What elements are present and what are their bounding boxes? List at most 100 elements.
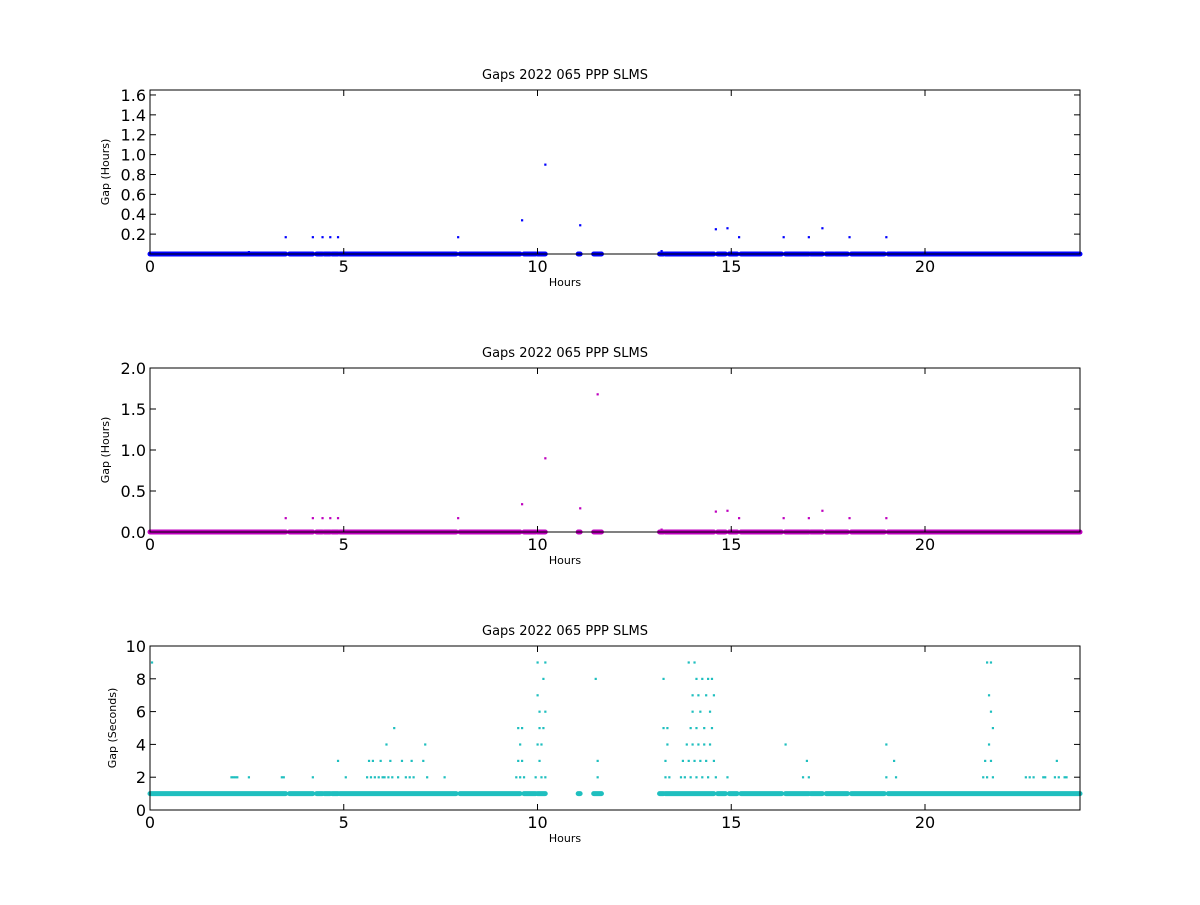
data-point bbox=[885, 517, 888, 520]
data-point bbox=[544, 163, 547, 166]
data-point bbox=[379, 759, 382, 762]
data-point bbox=[596, 393, 599, 396]
data-point bbox=[664, 776, 667, 779]
data-point bbox=[807, 517, 810, 520]
data-point bbox=[991, 776, 995, 779]
x-tick-label: 10 bbox=[527, 257, 547, 276]
data-point bbox=[987, 743, 991, 746]
data-point bbox=[519, 776, 522, 779]
x-tick-label: 0 bbox=[145, 535, 155, 554]
data-point bbox=[679, 776, 683, 779]
data-point bbox=[1042, 776, 1045, 779]
y-tick-label: 10 bbox=[126, 637, 146, 656]
data-point bbox=[1053, 776, 1057, 779]
data-point bbox=[457, 236, 460, 239]
data-point bbox=[443, 776, 446, 779]
data-point bbox=[801, 776, 805, 779]
data-point bbox=[703, 743, 706, 746]
data-point bbox=[662, 677, 665, 680]
chart-panel-3: 0 5 10 15 20 0 2 4 6 8 10 Gaps 2022 065 PPP SLMS Hou… bbox=[106, 624, 1083, 845]
data-point bbox=[540, 743, 543, 746]
data-point bbox=[701, 677, 704, 680]
data-point bbox=[986, 661, 989, 664]
y-tick-label: 0.4 bbox=[121, 205, 146, 224]
data-point bbox=[536, 743, 539, 746]
data-point bbox=[666, 743, 669, 746]
y-tick-label: 0.8 bbox=[121, 165, 146, 184]
plot-frame bbox=[149, 367, 1081, 533]
data-point bbox=[691, 694, 694, 697]
data-point bbox=[685, 743, 688, 746]
data-point bbox=[391, 776, 394, 779]
x-axis-label: Hours bbox=[549, 554, 581, 567]
data-point bbox=[712, 694, 716, 697]
data-point bbox=[986, 776, 989, 779]
data-point bbox=[848, 236, 851, 239]
y-tick-label: 1.2 bbox=[121, 126, 146, 145]
data-point bbox=[397, 776, 400, 779]
data-point bbox=[387, 776, 390, 779]
y-tick-label: 2.0 bbox=[121, 359, 146, 378]
data-point bbox=[662, 727, 665, 730]
x-tick-label: 5 bbox=[339, 535, 349, 554]
data-point bbox=[544, 710, 547, 713]
data-point bbox=[666, 727, 669, 730]
y-tick-label: 0.6 bbox=[121, 185, 146, 204]
x-tick-label: 15 bbox=[721, 257, 741, 276]
data-point bbox=[687, 661, 690, 664]
y-tick-label: 2 bbox=[136, 768, 146, 787]
data-point bbox=[989, 710, 993, 713]
data-point bbox=[321, 517, 324, 520]
data-point bbox=[991, 727, 995, 730]
data-point bbox=[426, 776, 429, 779]
chart-panel-2: 0 5 10 15 20 0.0 0.5 1.0 1.5 2.0 Gaps 2022 065 PPP… bbox=[99, 346, 1083, 567]
data-point bbox=[373, 776, 376, 779]
data-point bbox=[710, 727, 714, 730]
data-point bbox=[336, 517, 340, 520]
chart-title: Gaps 2022 065 PPP SLMS bbox=[482, 68, 648, 83]
data-point bbox=[544, 457, 547, 460]
y-axis-label: Gap (Hours) bbox=[99, 139, 112, 206]
data-point bbox=[885, 236, 888, 239]
data-point bbox=[383, 776, 386, 779]
data-point bbox=[596, 759, 599, 762]
data-point bbox=[1032, 776, 1035, 779]
data-point bbox=[594, 677, 597, 680]
data-point bbox=[989, 661, 993, 664]
data-point bbox=[699, 759, 702, 762]
x-tick-label: 15 bbox=[721, 535, 741, 554]
data-point bbox=[805, 759, 809, 762]
data-point bbox=[1055, 759, 1058, 762]
x-tick-label: 5 bbox=[339, 813, 349, 832]
data-point bbox=[697, 743, 700, 746]
data-point bbox=[691, 710, 694, 713]
data-point bbox=[1024, 776, 1027, 779]
data-point bbox=[782, 236, 785, 239]
data-point bbox=[579, 507, 582, 510]
data-point bbox=[404, 776, 407, 779]
data-point bbox=[1063, 776, 1066, 779]
data-point bbox=[703, 727, 706, 730]
data-point bbox=[521, 219, 524, 222]
data-point bbox=[982, 776, 985, 779]
data-point bbox=[542, 677, 545, 680]
data-point bbox=[683, 776, 686, 779]
data-point bbox=[708, 710, 712, 713]
data-point bbox=[821, 509, 824, 512]
data-point bbox=[311, 236, 314, 239]
x-tick-label: 20 bbox=[915, 813, 935, 832]
data-point bbox=[329, 517, 332, 520]
data-point bbox=[689, 727, 692, 730]
data-point bbox=[282, 776, 285, 779]
data-point bbox=[695, 727, 698, 730]
data-point bbox=[393, 727, 396, 730]
data-point bbox=[893, 759, 896, 762]
x-tick-label: 5 bbox=[339, 257, 349, 276]
data-point bbox=[424, 743, 427, 746]
data-point bbox=[712, 759, 716, 762]
chart-title: Gaps 2022 065 PPP SLMS bbox=[482, 624, 648, 639]
y-tick-label: 0 bbox=[136, 801, 146, 820]
data-point bbox=[538, 710, 541, 713]
data-point bbox=[821, 227, 824, 230]
